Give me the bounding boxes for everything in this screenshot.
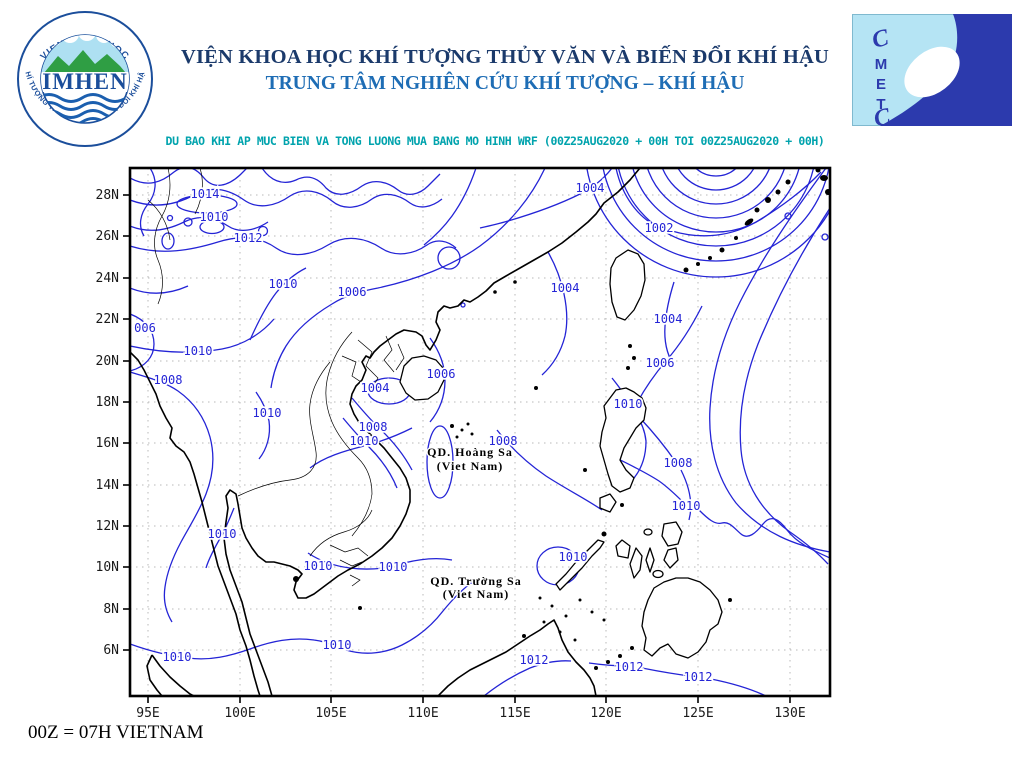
- isobar-value-label: 1004: [576, 181, 605, 195]
- isobar-value-label: 1008: [489, 434, 518, 448]
- cmetc-oval: [904, 46, 960, 98]
- isobar-value-label: 1008: [664, 456, 693, 470]
- cmetc-logo: C M E T C: [852, 14, 1012, 126]
- isobar-value-label: 1008: [154, 373, 183, 387]
- palawan-island: [555, 539, 605, 591]
- imhen-acronym: IMHEN: [42, 69, 128, 94]
- taiwan-island: [609, 249, 646, 321]
- center-title: TRUNG TÂM NGHIÊN CỨU KHÍ TƯỢNG – KHÍ HẬU: [265, 73, 745, 94]
- isobar-value-label: 1010: [208, 527, 237, 541]
- isobar-value-label: 1004: [654, 312, 683, 326]
- y-tick-label: 10N: [96, 560, 119, 575]
- island-annotation: QD. Hoàng Sa: [427, 445, 513, 459]
- x-tick-label: 130E: [774, 706, 805, 721]
- island-annotation: QD. Trường Sa: [430, 574, 521, 588]
- isobar-value-label: 1010: [200, 210, 229, 224]
- imhen-mountains: [41, 50, 129, 79]
- x-tick-label: 100E: [224, 706, 255, 721]
- isobar-value-label: 1004: [551, 281, 580, 295]
- isobar-value-label: 1010: [379, 560, 408, 574]
- x-tick-label: 115E: [499, 706, 530, 721]
- sumatra-coast: [146, 654, 194, 695]
- cmetc-swoosh: [880, 14, 1012, 126]
- luzon-island: [599, 387, 647, 493]
- isobar-value-label: 1012: [615, 660, 644, 674]
- y-tick-label: 28N: [96, 188, 119, 203]
- y-tick-label: 6N: [103, 643, 119, 658]
- imhen-logo: VIEN KHOA HOC KHÍ TƯỢNG THỦY VĂN VÀ BIẾN…: [14, 6, 153, 147]
- x-tick-label: 105E: [315, 706, 346, 721]
- isobar-value-label: 1010: [559, 550, 588, 564]
- borders-layer: [147, 169, 405, 587]
- axis-labels: 95E 100E 105E 110E 115E 120E 125E 130E 28N 26N 24N…: [96, 188, 806, 721]
- isobar-value-label: 1002: [645, 221, 674, 235]
- svg-text:T: T: [876, 96, 885, 113]
- y-tick-label: 26N: [96, 229, 119, 244]
- isobar-value-label: 1012: [234, 231, 263, 245]
- grid-layer: [130, 168, 830, 696]
- y-tick-label: 14N: [96, 478, 119, 493]
- institute-title: VIỆN KHOA HỌC KHÍ TƯỢNG THỦY VĂN VÀ BIẾN…: [180, 46, 830, 68]
- header-titles: VIỆN KHOA HỌC KHÍ TƯỢNG THỦY VĂN VÀ BIẾN…: [150, 46, 860, 95]
- x-tick-label: 110E: [407, 706, 438, 721]
- isobar-value-label: 1010: [184, 344, 213, 358]
- borneo-coast: [437, 619, 597, 695]
- isobar-value-label: 1010: [672, 499, 701, 513]
- hainan-island: [399, 355, 445, 401]
- imhen-logo-scene: IMHEN: [41, 35, 129, 123]
- island-annotation: (Viet Nam): [437, 459, 504, 473]
- cyclone-isobars: [586, 169, 829, 278]
- isobar-value-label: 1012: [520, 653, 549, 667]
- y-tick-label: 16N: [96, 436, 119, 451]
- annotations-layer: QD. Hoàng Sa(Viet Nam)QD. Trường Sa(Viet…: [426, 444, 522, 603]
- island-annotation: (Viet Nam): [443, 587, 510, 601]
- y-tick-label: 12N: [96, 519, 119, 534]
- map-frame: [128, 166, 832, 698]
- isobar-value-label: 1010: [163, 650, 192, 664]
- svg-text:C: C: [869, 24, 892, 53]
- svg-text:M: M: [875, 56, 888, 73]
- isobar-value-label: 1004: [361, 381, 390, 395]
- y-tick-label: 22N: [96, 312, 119, 327]
- isobar-value-label: 1010: [323, 638, 352, 652]
- contour-labels-layer: 1014 1010 1012 1004 1002 1010 1006 1004 1004 006 1…: [132, 179, 714, 686]
- mindanao-island: [641, 577, 723, 659]
- isobar-value-label: 1014: [191, 187, 220, 201]
- isobar-value-label: 1006: [646, 356, 675, 370]
- small-islands: [293, 169, 829, 670]
- isobar-value-label: 006: [134, 321, 156, 335]
- y-tick-label: 20N: [96, 354, 119, 369]
- y-tick-label: 18N: [96, 395, 119, 410]
- y-tick-label: 24N: [96, 271, 119, 286]
- timezone-note: 00Z = 07H VIETNAM: [28, 722, 204, 743]
- isobar-value-label: 1010: [350, 434, 379, 448]
- y-tick-label: 8N: [103, 602, 119, 617]
- x-tick-label: 125E: [682, 706, 713, 721]
- x-tick-label: 95E: [136, 706, 159, 721]
- coastlines-layer: [131, 169, 829, 695]
- isobar-value-label: 1010: [614, 397, 643, 411]
- isobar-value-label: 1010: [304, 559, 333, 573]
- forecast-subtitle: DU BAO KHI AP MUC BIEN VA TONG LUONG MUA…: [165, 134, 825, 148]
- isobar-value-label: 1010: [253, 406, 282, 420]
- isobar-value-label: 1010: [269, 277, 298, 291]
- isobar-value-label: 1012: [684, 670, 713, 684]
- isobar-value-label: 1008: [359, 420, 388, 434]
- isobar-value-label: 1006: [427, 367, 456, 381]
- svg-text:E: E: [876, 76, 886, 93]
- isobar-contours: [131, 169, 829, 695]
- axis-ticks: [123, 194, 791, 703]
- isobar-value-label: 1006: [338, 285, 367, 299]
- x-tick-label: 120E: [590, 706, 621, 721]
